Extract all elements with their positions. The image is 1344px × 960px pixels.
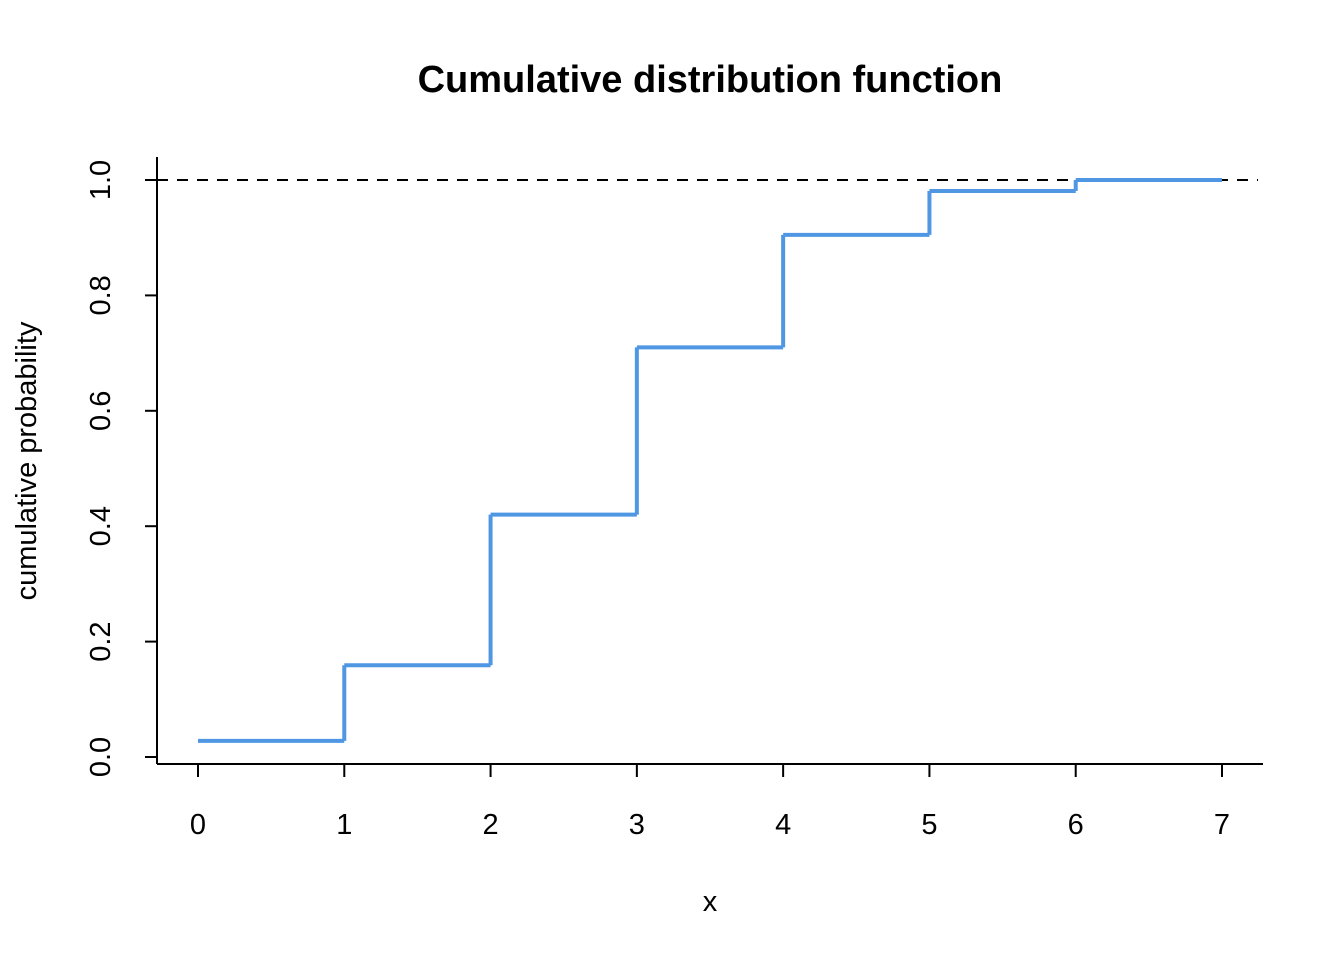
x-axis-ticks: 0 1 2 3 4 5 6 7 (190, 764, 1230, 841)
x-axis-label: x (703, 886, 718, 918)
x-tick-label: 2 (483, 809, 499, 841)
y-tick-label: 0.0 (85, 737, 117, 777)
x-tick-label: 1 (336, 809, 352, 841)
y-tick-label: 0.6 (85, 391, 117, 431)
chart-title: Cumulative distribution function (418, 59, 1003, 101)
x-tick-label: 0 (190, 809, 206, 841)
y-axis-label: cumulative probability (11, 321, 43, 600)
cdf-series (198, 178, 1222, 743)
y-tick-label: 0.8 (85, 275, 117, 315)
x-tick-label: 4 (775, 809, 791, 841)
x-tick-label: 6 (1068, 809, 1084, 841)
y-tick-label: 1.0 (85, 160, 117, 200)
y-tick-label: 0.4 (85, 506, 117, 546)
x-tick-label: 5 (921, 809, 937, 841)
y-axis-ticks: 0.0 0.2 0.4 0.6 0.8 1.0 (85, 160, 157, 777)
x-tick-label: 7 (1214, 809, 1230, 841)
y-tick-label: 0.2 (85, 621, 117, 661)
x-tick-label: 3 (629, 809, 645, 841)
